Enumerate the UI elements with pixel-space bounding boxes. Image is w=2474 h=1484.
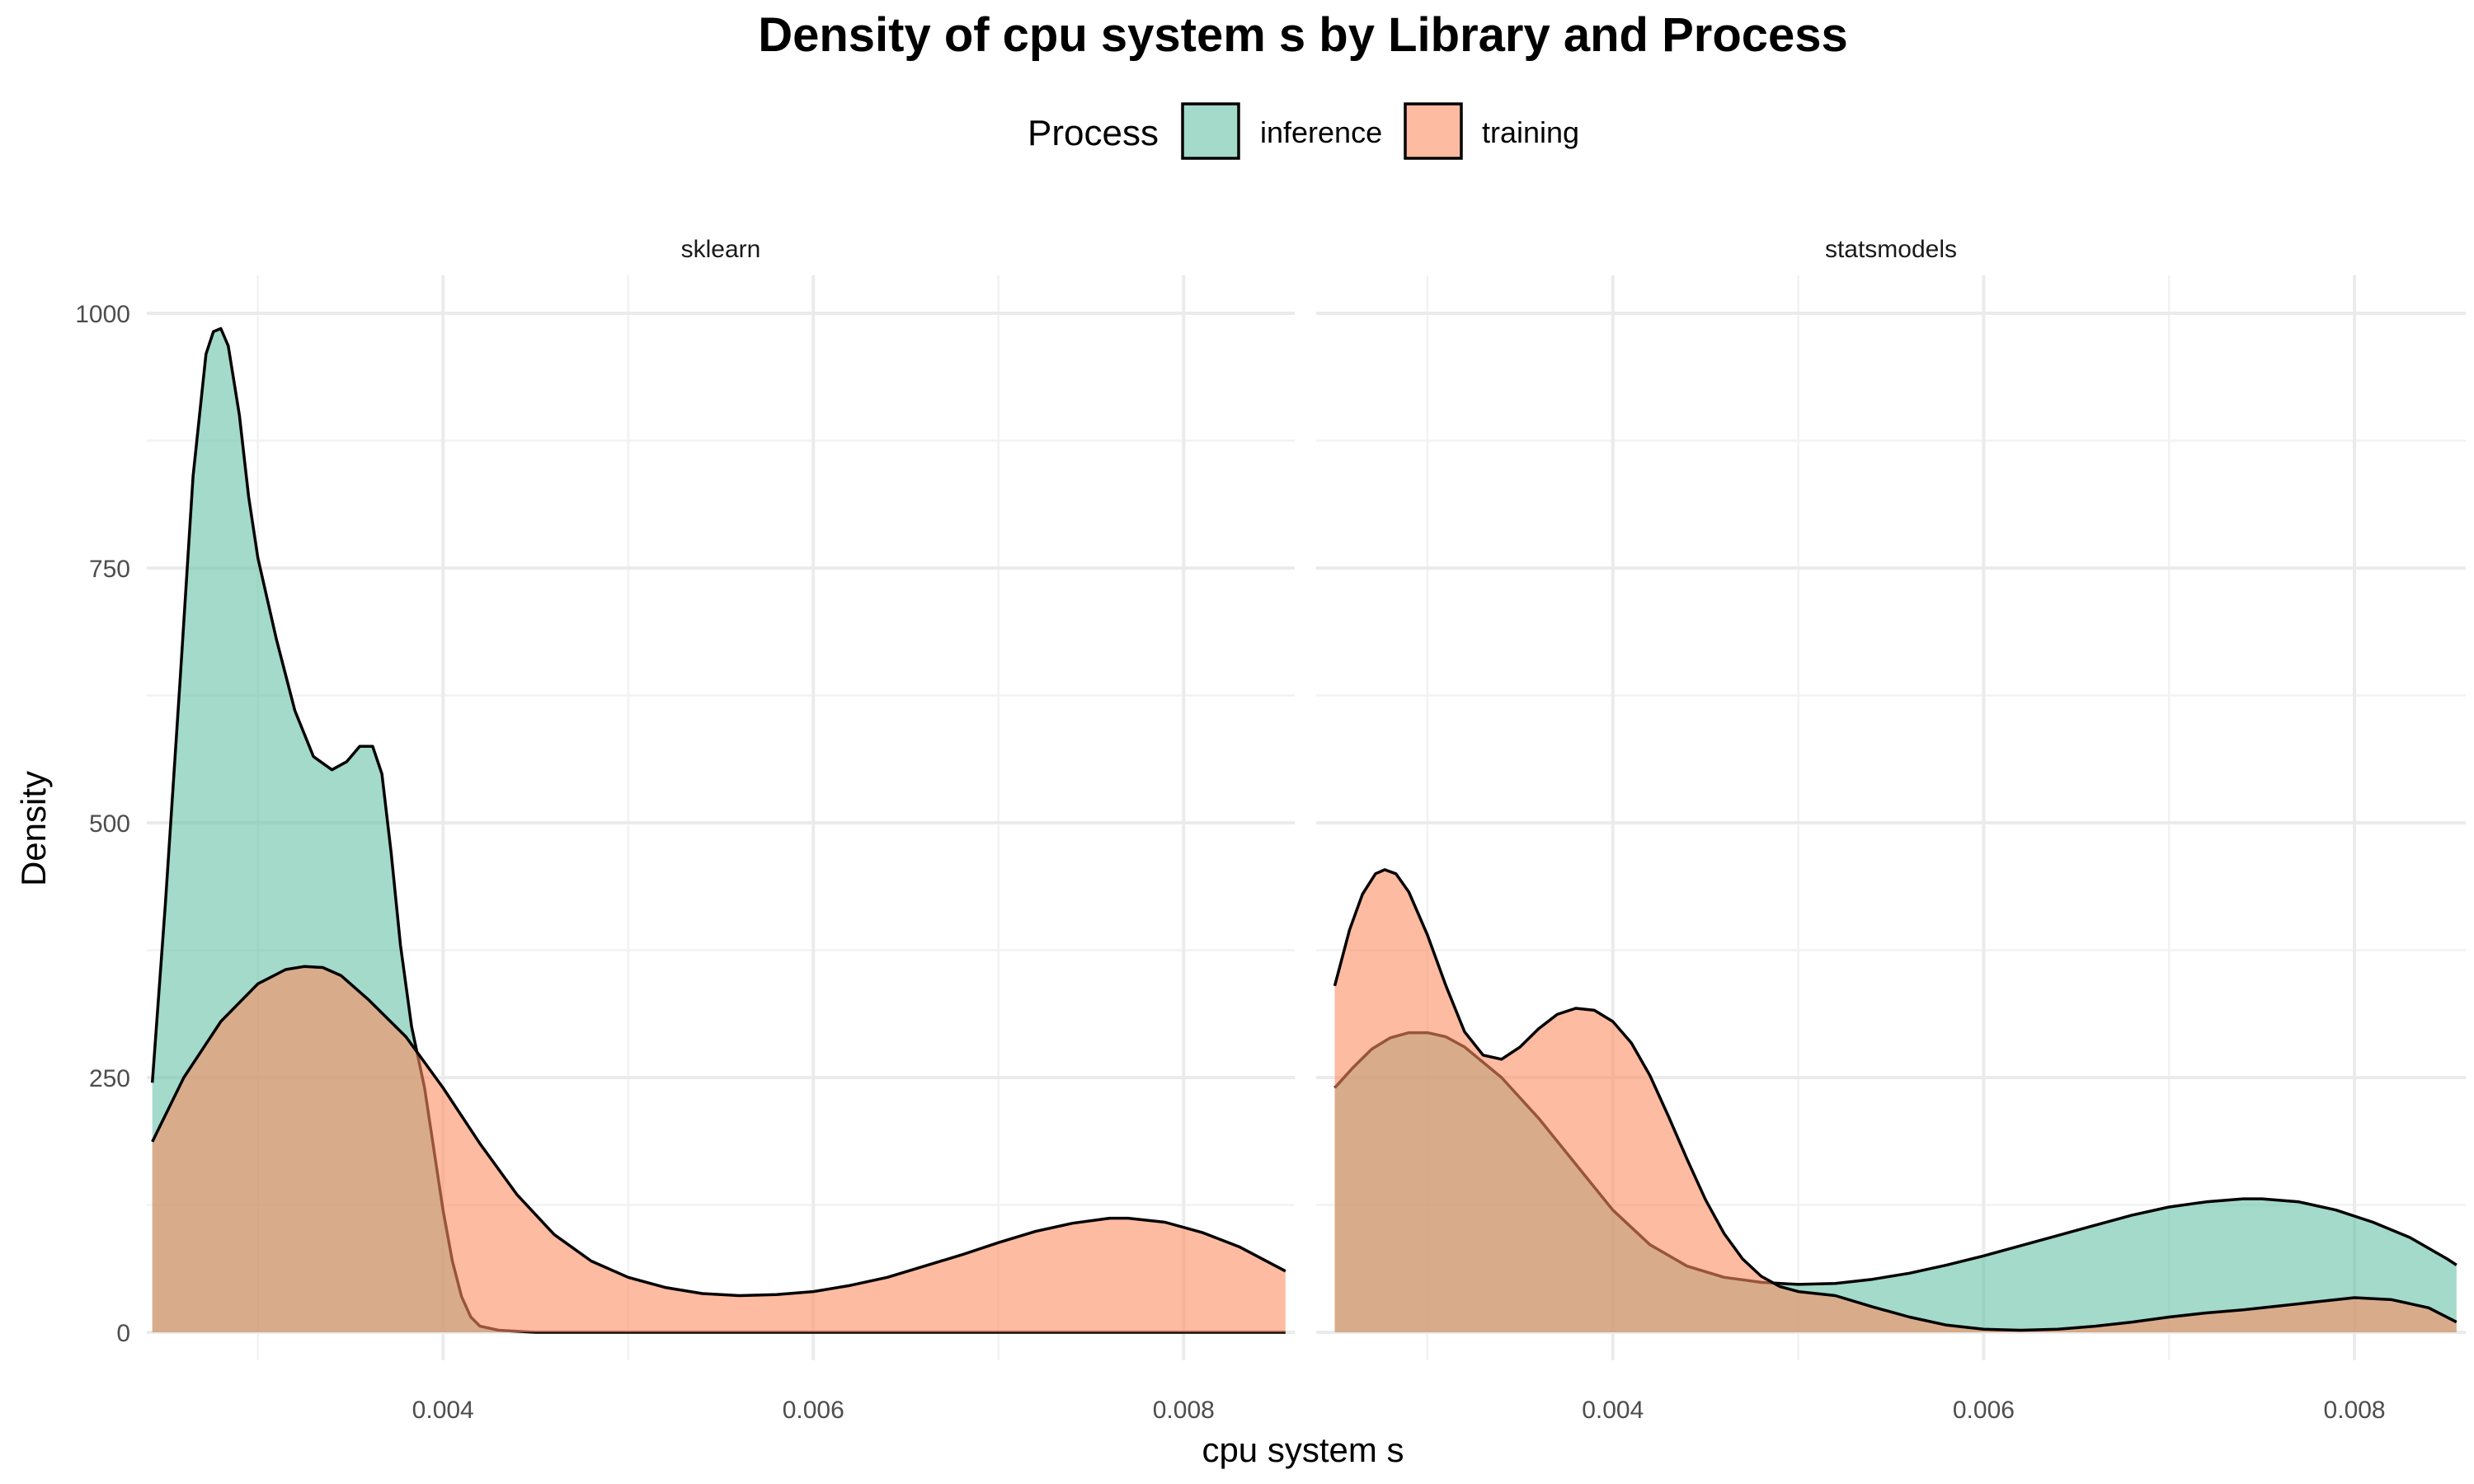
density-area-sklearn-training	[152, 966, 1286, 1332]
legend: Process inference training	[1028, 102, 1579, 160]
density-line-statsmodels-training	[1333, 868, 2458, 1332]
panel-sklearn: sklearn 0.004 0.006 0.008 0 250 500 750 1000	[75, 236, 1295, 1424]
legend-key-inference	[1181, 102, 1240, 160]
strip-label-statsmodels: statsmodels	[1825, 236, 1957, 263]
strip-label-sklearn: sklearn	[681, 236, 761, 263]
x-tick-label: 0.004	[1582, 1397, 1644, 1424]
density-area-statsmodels-training	[1334, 869, 2457, 1332]
facet-panels: sklearn 0.004 0.006 0.008 0 250 500 750 1000 stat…	[75, 236, 2466, 1424]
legend-label-training: training	[1482, 115, 1579, 149]
legend-title: Process	[1028, 113, 1159, 153]
x-tick-label: 0.004	[412, 1397, 474, 1424]
x-tick-label: 0.006	[783, 1397, 844, 1424]
x-tick-label: 0.006	[1953, 1397, 2015, 1424]
legend-key-training	[1404, 102, 1463, 160]
y-tick-label: 500	[89, 810, 130, 838]
y-axis-title: Density	[14, 771, 53, 886]
y-tick-label: 1000	[75, 301, 130, 328]
panel-statsmodels: statsmodels 0.004 0.006 0.008	[1316, 236, 2466, 1424]
y-tick-label: 250	[89, 1065, 130, 1092]
x-axis-title: cpu system s	[1202, 1430, 1404, 1469]
legend-label-inference: inference	[1260, 115, 1382, 149]
chart-title: Density of cpu system s by Library and P…	[758, 8, 1848, 62]
x-tick-label: 0.008	[1153, 1397, 1215, 1424]
x-tick-label: 0.008	[2324, 1397, 2386, 1424]
y-tick-label: 0	[116, 1320, 130, 1347]
density-line-sklearn-training	[151, 965, 1286, 1298]
y-tick-label: 750	[89, 556, 130, 583]
